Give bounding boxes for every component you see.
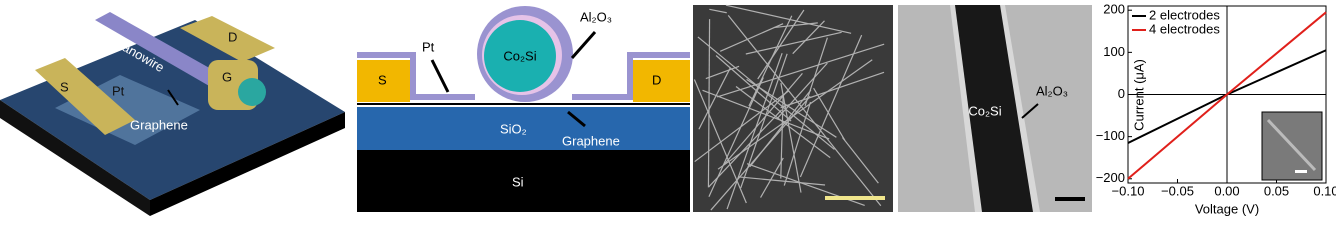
wire xyxy=(740,53,788,189)
wire xyxy=(705,65,740,80)
gate-core xyxy=(238,78,266,106)
arrow xyxy=(167,89,179,106)
x-tick-label: −0.10 xyxy=(1112,183,1145,198)
label: Pt xyxy=(422,39,435,54)
label: S xyxy=(60,79,69,94)
scale-bar xyxy=(825,196,885,200)
x-tick-label: 0.05 xyxy=(1264,183,1289,198)
label: Si xyxy=(512,174,524,189)
inset-scale xyxy=(1295,170,1307,173)
wire xyxy=(842,137,879,184)
label: Co₂Si xyxy=(503,48,536,63)
wire xyxy=(727,14,882,207)
oxide-layer xyxy=(357,107,690,150)
wire xyxy=(725,4,852,34)
wire xyxy=(780,82,802,193)
wire xyxy=(745,31,842,55)
label: Co₂Si xyxy=(968,103,1001,118)
y-tick-label: −200 xyxy=(1096,170,1125,185)
legend-label: 2 electrodes xyxy=(1149,7,1220,22)
nanowire xyxy=(95,12,245,98)
tem-core xyxy=(955,5,1033,212)
wire xyxy=(780,71,885,109)
si-layer xyxy=(357,150,690,212)
sem-image xyxy=(693,5,893,212)
x-axis-label: Voltage (V) xyxy=(1195,201,1259,216)
drain-pad xyxy=(180,16,275,62)
figure: Nanowire D S Pt G Graphene S D Co₂Si Al₂… xyxy=(0,2,1336,217)
wire xyxy=(702,89,830,140)
arrow xyxy=(567,110,586,128)
wire xyxy=(693,79,747,204)
wire xyxy=(707,19,711,188)
wire xyxy=(780,95,784,179)
legend-label: 4 electrodes xyxy=(1149,21,1220,36)
x-tick-label: 0.10 xyxy=(1313,183,1336,198)
label: D xyxy=(652,72,661,87)
slab-side xyxy=(0,100,150,216)
x-tick-label: −0.05 xyxy=(1161,183,1194,198)
y-axis-label: Current (μA) xyxy=(1131,59,1146,131)
y-tick-label: 0 xyxy=(1118,86,1125,101)
label: S xyxy=(378,72,387,87)
wire xyxy=(804,37,828,107)
arrow xyxy=(430,59,450,93)
pt-left xyxy=(357,52,475,100)
wire xyxy=(708,77,764,197)
wire xyxy=(709,8,727,14)
wire xyxy=(726,52,783,210)
label: Pt xyxy=(112,83,125,98)
source-pad xyxy=(35,58,135,135)
wire xyxy=(738,176,826,186)
wire xyxy=(773,22,818,29)
core xyxy=(484,20,556,92)
slab-front xyxy=(150,112,345,216)
wire xyxy=(760,157,784,198)
sem-wires xyxy=(693,4,885,211)
wire xyxy=(716,43,885,98)
scale-bar xyxy=(1055,197,1085,201)
label: Graphene xyxy=(562,133,620,148)
wire xyxy=(717,59,873,170)
source-block xyxy=(357,60,410,102)
wire xyxy=(715,55,792,122)
arrow xyxy=(1021,103,1039,119)
x-tick-label: 0.00 xyxy=(1214,183,1239,198)
wire xyxy=(748,15,793,107)
label: D xyxy=(228,29,237,44)
label: SiO₂ xyxy=(500,121,527,136)
arrow xyxy=(570,31,597,59)
drain-block xyxy=(633,60,690,102)
wire xyxy=(799,34,863,178)
wire xyxy=(694,90,789,163)
wire xyxy=(708,109,783,188)
wire xyxy=(719,23,784,52)
wire xyxy=(698,67,731,130)
y-tick-label: −100 xyxy=(1096,128,1125,143)
wire xyxy=(746,78,837,138)
label: Al₂O₃ xyxy=(1036,83,1068,98)
tem-panel: Co₂Si Al₂O₃ xyxy=(898,5,1092,212)
y-tick-label: 100 xyxy=(1103,44,1125,59)
wire xyxy=(697,36,835,150)
label: Graphene xyxy=(130,117,188,132)
series-line xyxy=(1127,11,1327,180)
pt-right xyxy=(572,52,690,100)
iv-chart: −0.10 −0.05 0.00 0.05 0.10 −200 −100 0 100 200 Vol… xyxy=(1096,2,1336,217)
inset-wire xyxy=(1266,118,1317,172)
wire xyxy=(783,101,812,186)
label: Al₂O₃ xyxy=(580,9,612,24)
sem-panel xyxy=(693,4,893,212)
label: G xyxy=(222,69,232,84)
y-tick-label: 200 xyxy=(1103,2,1125,17)
cross-section-panel: S D Co₂Si Al₂O₃ Pt SiO₂ Graphene Si xyxy=(357,6,690,212)
wire xyxy=(813,87,846,141)
wire xyxy=(723,72,803,166)
device-panel: Nanowire D S Pt G Graphene xyxy=(0,12,345,216)
